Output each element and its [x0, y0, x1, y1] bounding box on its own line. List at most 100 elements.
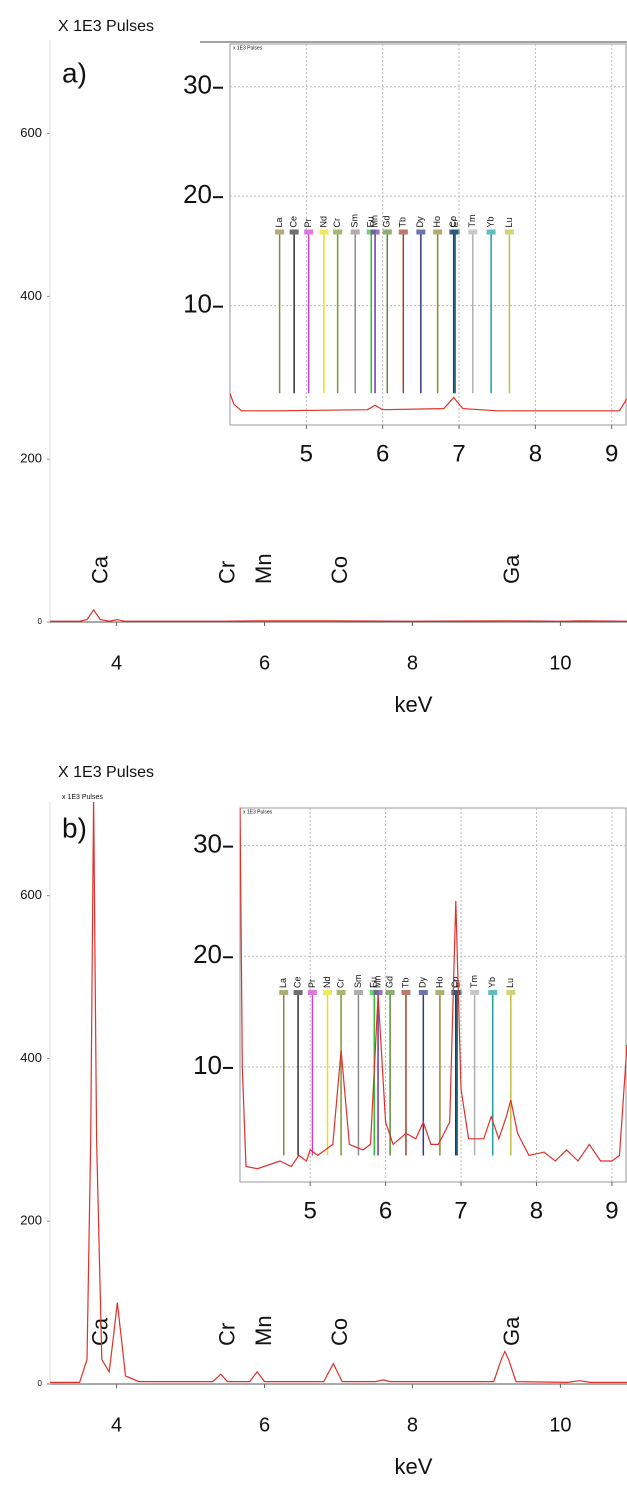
x-tick-label: 7: [452, 440, 465, 467]
element-marker-swatch: [486, 229, 496, 235]
element-marker-label: Nd: [322, 976, 332, 988]
element-marker-label: Er: [450, 218, 460, 227]
element-marker-swatch: [435, 990, 445, 995]
x-tick-label: 7: [454, 1197, 467, 1224]
y-tick-label: 200: [20, 451, 42, 466]
element-marker-swatch: [449, 229, 459, 235]
y-tick-label: 400: [20, 1050, 42, 1065]
element-marker-swatch: [401, 990, 411, 995]
element-marker-swatch: [293, 990, 303, 995]
element-marker-swatch: [418, 990, 428, 995]
element-marker-swatch: [385, 990, 395, 995]
element-marker-label: Co: [448, 216, 458, 228]
x-tick-label: 4: [111, 652, 122, 674]
element-marker-swatch: [307, 990, 317, 995]
element-marker-label: Dy: [418, 977, 428, 988]
inset-title: x 1E3 Pulses: [243, 809, 273, 815]
element-marker-label: Ho: [432, 216, 442, 228]
x-tick-label: 6: [376, 440, 389, 467]
spectrum-line: [50, 802, 627, 1384]
element-marker-swatch: [289, 229, 299, 235]
x-tick-label: 8: [407, 652, 418, 674]
element-marker-swatch: [333, 229, 343, 235]
y-tick-label: 20: [183, 179, 212, 209]
x-tick-label: 8: [530, 1197, 543, 1224]
element-marker-swatch: [470, 990, 480, 995]
panel-label: a): [62, 57, 87, 88]
x-tick-label: 8: [529, 440, 542, 467]
spectrum-line: [240, 808, 627, 1170]
element-marker-swatch: [504, 229, 514, 235]
element-marker-swatch: [370, 229, 380, 235]
element-marker-label: Ce: [292, 976, 302, 988]
element-label: Co: [327, 556, 352, 584]
panel-label: b): [62, 812, 87, 843]
element-marker-swatch: [433, 229, 443, 235]
element-label: Co: [327, 1318, 352, 1346]
element-marker-swatch: [304, 229, 314, 235]
x-tick-label: 10: [549, 652, 571, 674]
element-marker-label: Eu: [369, 977, 379, 988]
element-marker-swatch: [279, 990, 289, 995]
x-tick-label: 6: [259, 1414, 270, 1436]
element-marker-label: Ho: [434, 976, 444, 988]
element-marker-swatch: [373, 990, 383, 995]
subtitle: x 1E3 Pulses: [62, 794, 103, 801]
element-marker-label: Ce: [289, 216, 299, 228]
element-marker-swatch: [382, 229, 392, 235]
x-tick-label: 6: [259, 652, 270, 674]
y-tick-label: 600: [20, 125, 42, 140]
element-marker-label: Pr: [307, 979, 317, 988]
element-label: Cr: [215, 1323, 240, 1346]
y-tick-label: 200: [20, 1213, 42, 1228]
element-marker-swatch: [451, 990, 461, 995]
element-marker-label: La: [274, 217, 284, 227]
element-marker-label: Yb: [487, 977, 497, 988]
element-marker-label: Tm: [469, 975, 479, 988]
element-label: Ga: [499, 554, 524, 584]
element-marker-swatch: [323, 990, 333, 995]
element-marker-label: Er: [452, 979, 462, 988]
element-marker-label: Tb: [400, 977, 410, 988]
x-tick-label: 6: [379, 1197, 392, 1224]
spectrum-line: [230, 393, 627, 412]
element-marker-label: Lu: [505, 978, 515, 988]
y-tick-label: 10: [183, 289, 212, 319]
element-marker-label: Nd: [318, 216, 328, 228]
element-marker-swatch: [336, 990, 346, 995]
inset-title: x 1E3 Pulses: [233, 45, 263, 51]
element-marker-label: Eu: [366, 216, 376, 227]
element-marker-label: Cr: [335, 979, 345, 989]
element-marker-label: Lu: [504, 217, 514, 227]
x-tick-label: 8: [407, 1414, 418, 1436]
element-marker-swatch: [319, 229, 329, 235]
y-tick-label: 20: [193, 939, 222, 969]
element-marker-label: Dy: [415, 216, 425, 227]
y-tick-label: 30: [183, 70, 212, 100]
element-marker-swatch: [353, 990, 363, 995]
element-marker-label: Cr: [332, 218, 342, 228]
y-tick-label: 400: [20, 288, 42, 303]
element-marker-swatch: [398, 229, 408, 235]
element-marker-label: Gd: [384, 976, 394, 988]
spectrum-line: [50, 608, 627, 622]
element-marker-label: Mn: [369, 215, 379, 228]
element-label: Ca: [87, 1317, 112, 1346]
element-marker-label: Tb: [398, 217, 408, 228]
element-marker-label: Tm: [467, 215, 477, 228]
element-marker-swatch: [350, 229, 360, 235]
element-marker-swatch: [416, 229, 426, 235]
x-tick-label: 9: [605, 440, 618, 467]
element-label: Cr: [215, 561, 240, 584]
element-marker-label: Sm: [350, 214, 360, 228]
element-marker-swatch: [488, 990, 498, 995]
x-tick-label: 5: [300, 440, 313, 467]
y-tick-label: 0: [38, 1379, 43, 1388]
x-tick-label: 9: [605, 1197, 618, 1224]
element-marker-label: Gd: [382, 215, 392, 227]
inset-frame: [239, 807, 627, 1183]
y-tick-label: 30: [193, 828, 222, 858]
x-axis-label: keV: [395, 1454, 433, 1479]
element-marker-swatch: [468, 229, 478, 235]
